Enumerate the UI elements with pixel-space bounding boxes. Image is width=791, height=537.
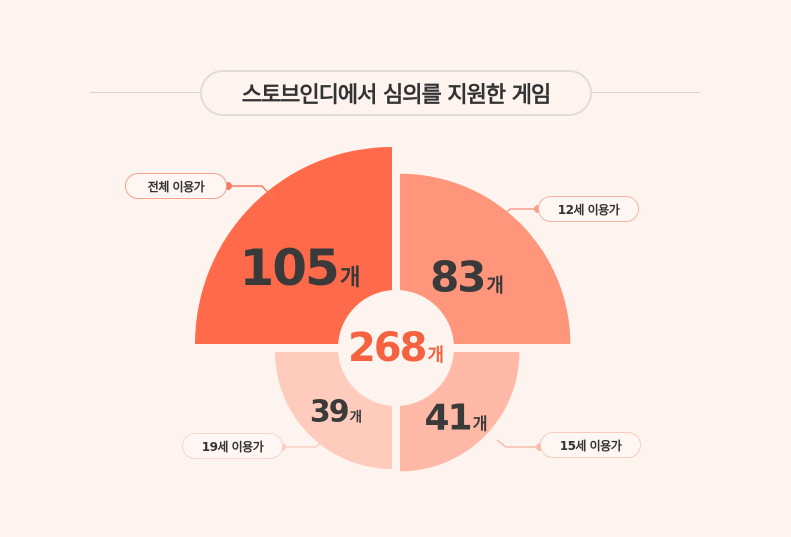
connector-12 bbox=[498, 208, 538, 220]
legend-label-all: 전체 이용가 bbox=[125, 173, 227, 199]
legend-label-12: 12세 이용가 bbox=[538, 196, 639, 222]
chart-title: 스토브인디에서 심의를 지원한 게임 bbox=[200, 70, 592, 116]
value-label-19: 39 개 bbox=[309, 394, 363, 430]
connector-all bbox=[228, 185, 275, 200]
wedge-12 bbox=[400, 173, 571, 344]
value-label-12: 83 개 bbox=[430, 252, 504, 302]
center-hole bbox=[338, 290, 454, 406]
total-label: 268 개 bbox=[347, 325, 445, 371]
value-label-all: 105개 bbox=[239, 239, 361, 297]
wedge-all bbox=[195, 147, 392, 344]
legend-label-19: 19세 이용가 bbox=[182, 433, 283, 459]
legend-label-15: 15세 이용가 bbox=[540, 432, 641, 458]
connector-19 bbox=[282, 440, 324, 448]
value-label-15: 41 개 bbox=[424, 397, 488, 439]
connector-15 bbox=[496, 439, 540, 448]
